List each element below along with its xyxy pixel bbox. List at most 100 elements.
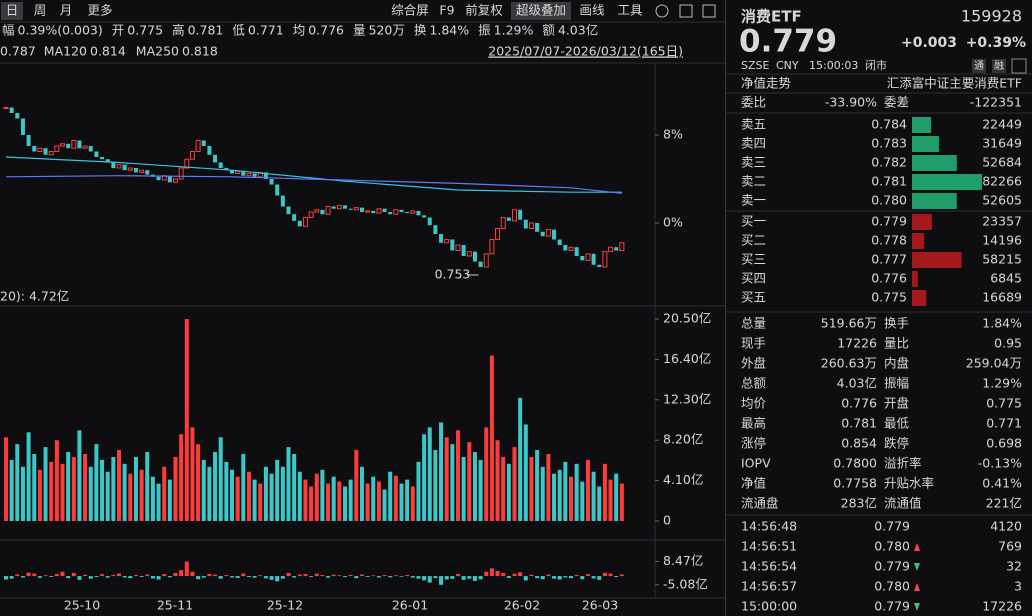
stat-label: 换手 [884,316,909,331]
candle [376,208,382,214]
bar [275,576,280,582]
bar [535,576,540,579]
candle [100,157,105,160]
legend-value: 0.814 [90,44,126,59]
bar [512,447,517,521]
book-bar [912,233,925,249]
candle [286,206,291,215]
stat-value: 0.776 [841,396,877,411]
bar [37,576,42,578]
book-price: 0.777 [871,252,907,267]
stat-value: 4.03亿 [837,376,877,391]
candle [314,209,320,213]
bar [100,574,105,577]
tab[interactable]: 更多 [87,3,112,18]
book-bar [912,290,927,306]
x-tick-label: 25-11 [157,598,193,613]
bar [478,576,483,580]
candle [71,140,77,149]
stat-label: 跌停 [884,436,909,451]
bar [365,576,370,577]
settings-icon[interactable] [655,4,669,18]
info-value: 0.776 [308,23,344,38]
candle [133,168,138,173]
candle [48,151,54,156]
time: 15:00:03 [809,59,858,72]
tool[interactable]: 综合屏 [391,3,429,18]
tool[interactable]: 超级叠加 [516,3,566,18]
bar [139,576,144,577]
bar [456,574,460,577]
tool[interactable]: F9 [439,3,454,18]
tool[interactable]: 工具 [617,3,643,18]
candle [614,247,619,251]
bar [246,471,251,521]
bar [150,576,155,579]
book-volume: 52605 [982,193,1022,208]
bar [286,447,291,521]
bar [467,442,472,521]
bar [77,430,82,521]
bar [326,483,331,521]
nav-tab[interactable]: 净值走势 [741,76,792,91]
candle [178,167,184,180]
tab-active [1,2,23,20]
trade-time: 14:56:51 [741,539,797,554]
book-price: 0.780 [871,193,907,208]
candle [500,217,506,229]
bar [331,574,336,577]
x-tick-label: 26-03 [582,598,618,613]
bar [433,576,438,579]
stat-label: 量比 [884,336,909,351]
candle [455,244,461,251]
bar [128,576,133,579]
bar [591,576,596,579]
trade-price: 0.780 [874,579,910,594]
panel-legend: 20): 4.72亿 [0,289,69,304]
grid-icon[interactable] [1011,58,1027,74]
bar [314,573,319,577]
bar [60,463,65,521]
bar [343,486,347,521]
tab[interactable]: 日 [6,3,19,18]
status: 闭市 [865,58,887,72]
tab[interactable]: 周 [34,3,47,18]
bar [263,466,268,521]
bar [371,575,376,577]
bar [32,573,37,577]
bar [179,434,184,521]
tool[interactable]: 画线 [579,3,605,18]
stat-value: 0.771 [986,416,1022,431]
bar [173,456,178,521]
window-icon[interactable] [679,4,693,18]
candle [552,229,557,240]
candle [292,214,297,221]
book-bar [912,136,939,152]
bar [314,473,319,521]
book-bar [912,155,957,171]
bar [574,574,579,577]
bar [506,463,511,521]
arrow-down [914,563,920,571]
bar [399,576,404,577]
bar [184,319,189,521]
bar [83,574,88,577]
stat-label: 最高 [741,416,766,431]
bar [167,576,172,578]
candle [116,164,122,169]
date-range[interactable]: 2025/07/07-2026/03/12(165日) [488,44,683,59]
candle [82,145,88,149]
layout-icon[interactable] [702,4,716,18]
bar [49,461,54,521]
stat-value: 1.84% [982,316,1022,331]
bar [597,486,602,521]
bar [540,576,545,580]
bar [523,576,528,581]
info-label: 开 [112,23,125,38]
tab[interactable]: 月 [60,3,73,18]
tool[interactable]: 前复权 [465,3,503,18]
book-bar [912,252,962,268]
book-volume: 6845 [990,271,1022,286]
badge [992,59,1006,73]
book-label: 买四 [741,271,766,286]
